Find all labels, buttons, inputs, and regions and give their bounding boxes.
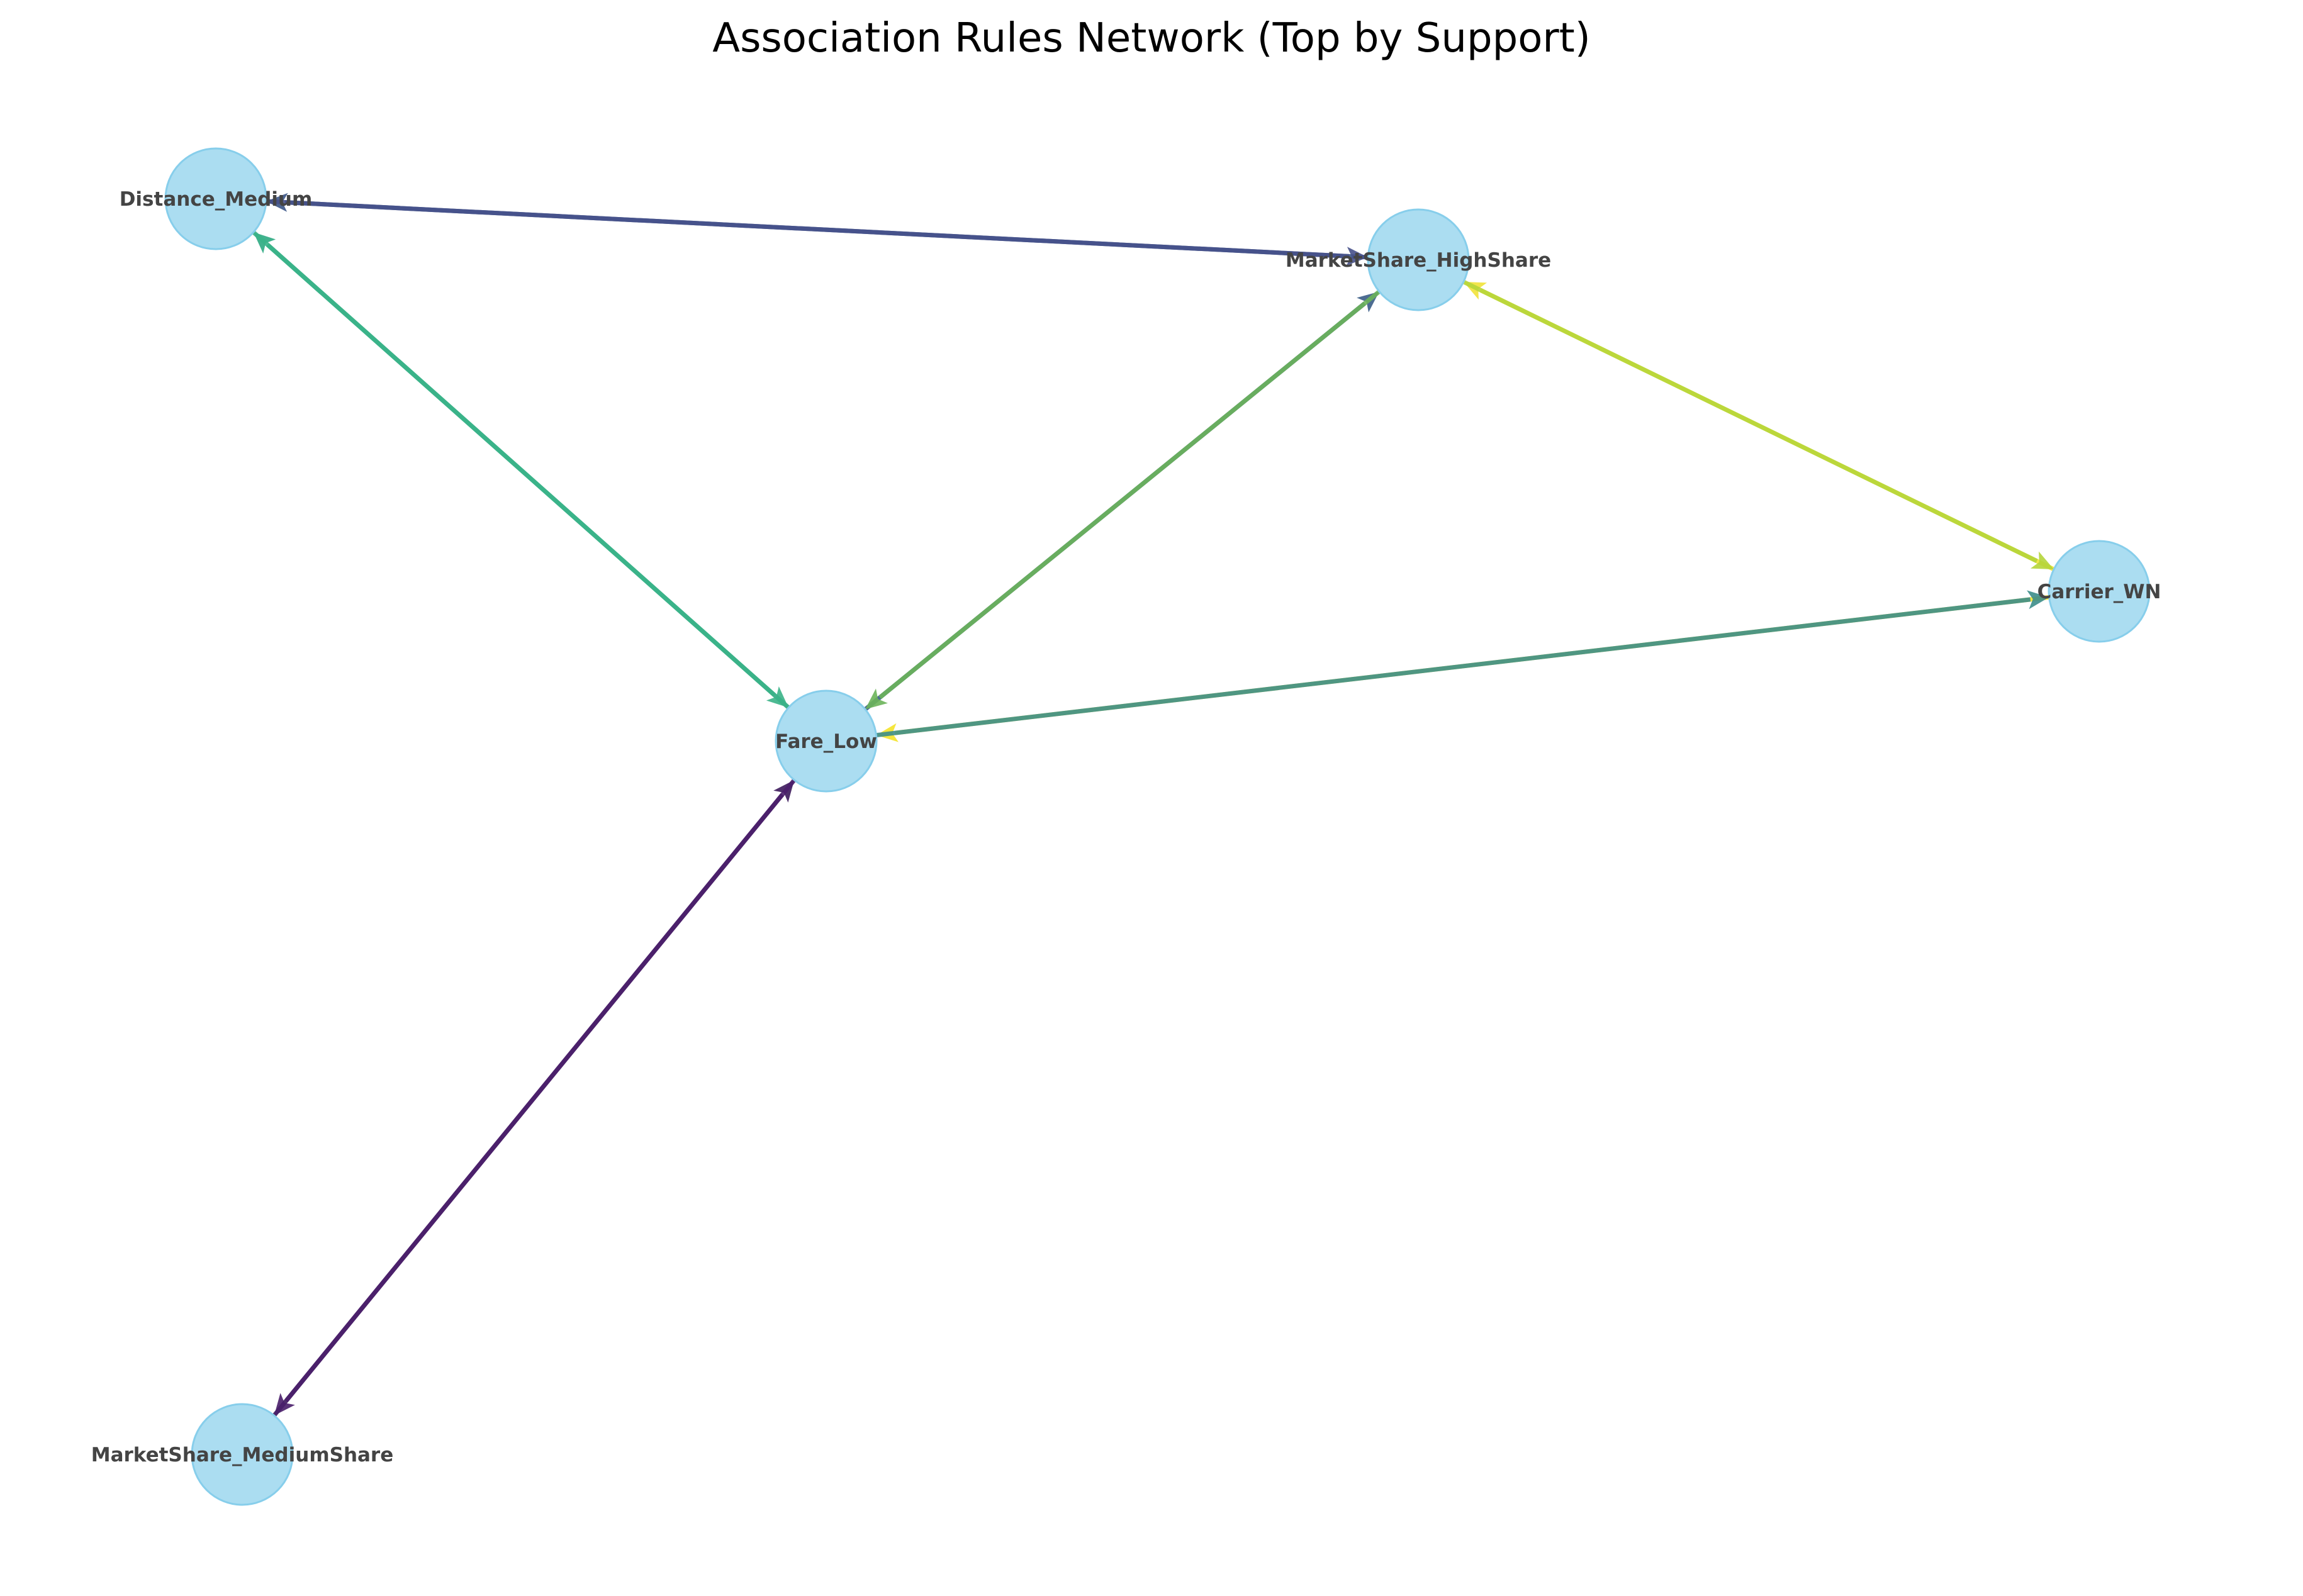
edge-distance-medium-to-fare-low [252,230,789,708]
chart-title: Association Rules Network (Top by Suppor… [712,15,1590,62]
node-fare-low: Fare_Low [775,689,878,793]
edge-arrowhead [2030,551,2054,569]
node-label: Distance_Medium [120,188,313,211]
edge-arrowhead [865,688,888,710]
edge-distance-medium-to-marketshare-highshare [266,199,1369,266]
edge-arrowhead [1346,247,1369,266]
edge-fare-low-to-carrier-wn [876,590,2049,738]
edge-line [266,199,1350,259]
edge-arrowhead [274,1393,295,1416]
edges-layer [252,193,2055,1417]
node-label: MarketShare_HighShare [1286,249,1551,272]
edge-arrowhead [766,686,789,708]
edge-marketshare-highshare-to-fare-low [865,289,1381,710]
node-circle [1367,208,1470,311]
edge-line [252,230,776,697]
edge-arrowhead [2027,590,2049,610]
node-marketshare-mediumshare: MarketShare_MediumShare [91,1403,394,1506]
node-carrier-wn: Carrier_WN [2037,540,2161,643]
edge-line [876,597,2031,738]
node-distance-medium: Distance_Medium [120,147,313,250]
edge-line [878,289,1381,700]
edge-marketshare-highshare-to-carrier-wn [1462,279,2054,569]
node-circle [164,147,267,250]
node-circle [775,689,878,793]
edge-line [1462,279,2038,563]
node-label: MarketShare_MediumShare [91,1444,394,1466]
nodes-layer: Distance_Medium MarketShare_HighShare Carr… [91,147,2161,1506]
node-label: Fare_Low [775,730,877,753]
edge-line [284,778,797,1403]
edge-fare-low-to-marketshare-mediumshare [274,778,797,1416]
node-marketshare-highshare: MarketShare_HighShare [1286,208,1551,311]
node-circle [191,1403,294,1506]
node-label: Carrier_WN [2037,581,2161,603]
node-circle [2048,540,2151,643]
